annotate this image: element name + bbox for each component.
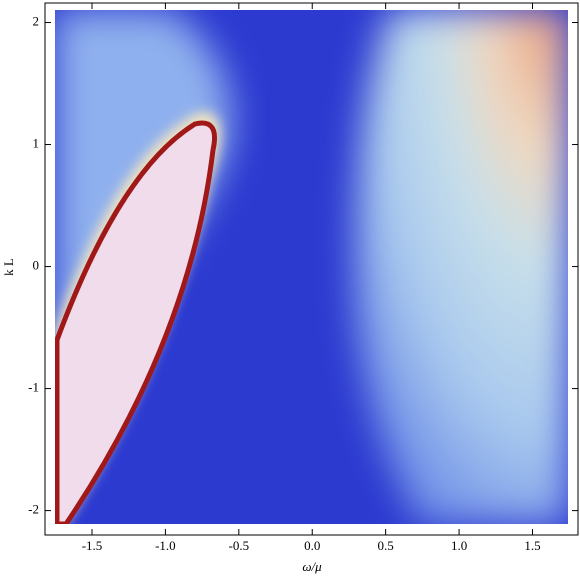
- x-tick-label: 1.5: [524, 538, 540, 553]
- y-tick-label: 2: [33, 14, 40, 29]
- heatmap: [55, 10, 568, 524]
- x-tick-label: 1.0: [451, 538, 467, 553]
- y-axis-label: k L: [1, 258, 16, 276]
- x-tick-label: -1.5: [82, 538, 103, 553]
- x-tick-label: 0.0: [304, 538, 320, 553]
- x-axis-label: ω/μ: [302, 559, 322, 574]
- y-tick-label: -2: [28, 502, 39, 517]
- x-tick-label: -1.0: [155, 538, 176, 553]
- x-tick-label: 0.5: [378, 538, 394, 553]
- y-tick-label: -1: [28, 380, 39, 395]
- y-tick-label: 0: [33, 258, 40, 273]
- y-tick-label: 1: [33, 136, 40, 151]
- frame: [44, 2, 579, 536]
- x-tick-label: -0.5: [229, 538, 250, 553]
